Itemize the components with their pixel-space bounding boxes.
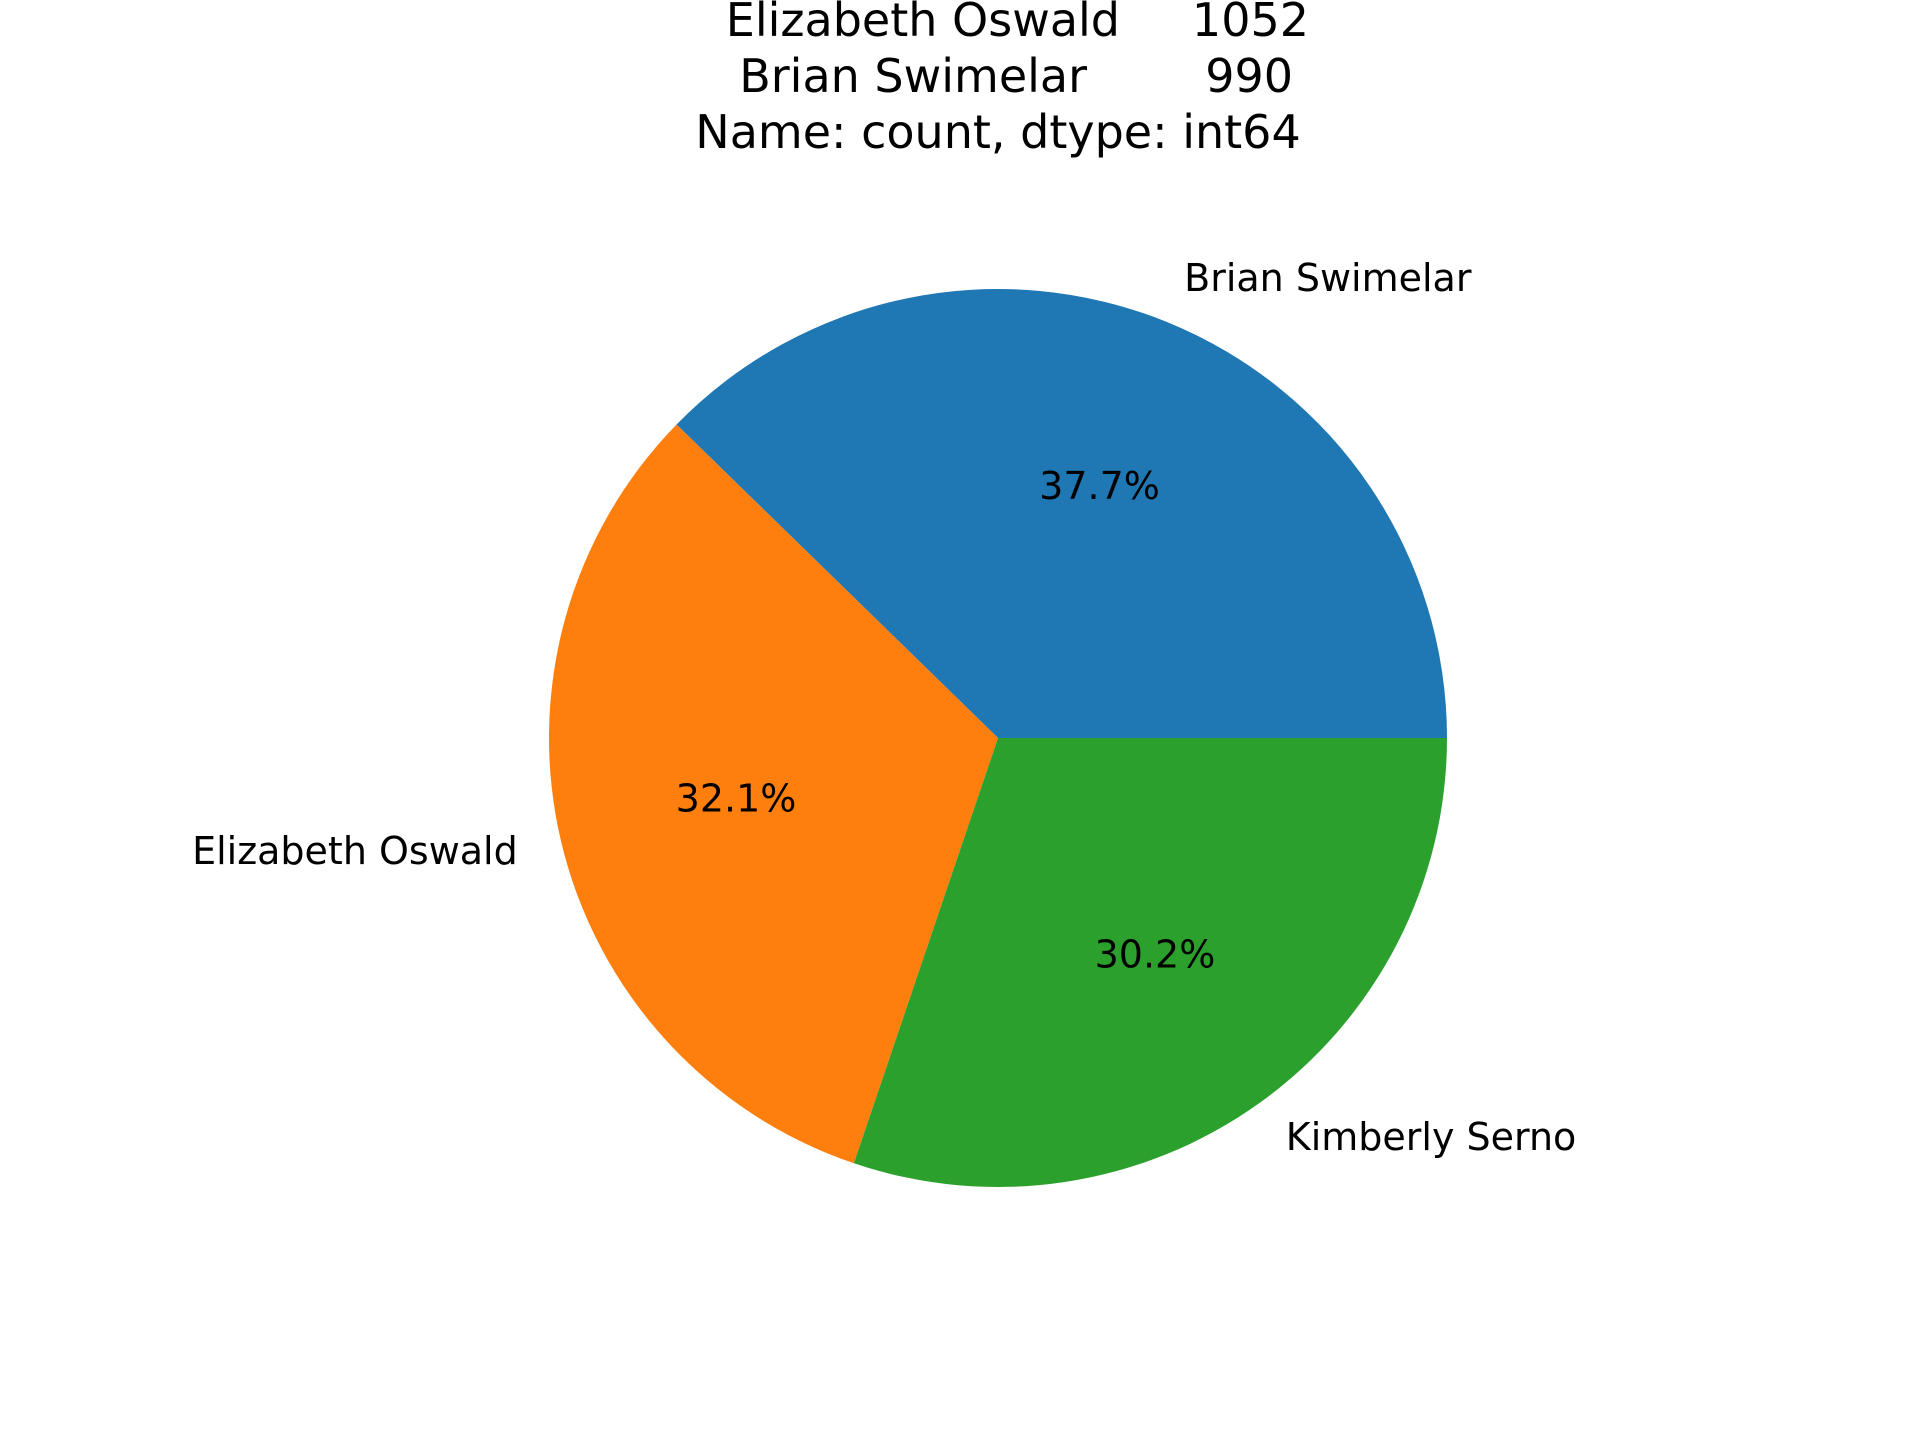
slice-label-elizabeth-oswald: Elizabeth Oswald — [192, 829, 518, 873]
title-line-1-name: Elizabeth Oswald — [726, 0, 1120, 47]
title-line-1-value: 1052 — [1192, 0, 1309, 47]
pie-slices — [548, 288, 1447, 1188]
title-line-2-value: 990 — [1205, 49, 1293, 103]
title-line-3: Name: count, dtype: int64 — [695, 105, 1300, 159]
slice-label-brian-swimelar: Brian Swimelar — [1184, 256, 1472, 300]
pie-labels: Brian Swimelar 37.7% Elizabeth Oswald 32.1%… — [192, 256, 1576, 1159]
slice-percent-elizabeth-oswald: 32.1% — [676, 776, 797, 820]
slice-percent-brian-swimelar: 37.7% — [1039, 464, 1160, 508]
pie-slice-elizabeth-oswald — [548, 424, 998, 1164]
slice-label-kimberly-serno: Kimberly Serno — [1286, 1115, 1577, 1159]
chart-title: Elizabeth Oswald 1052 Brian Swimelar 990… — [695, 0, 1309, 159]
title-line-2-name: Brian Swimelar — [739, 49, 1087, 103]
slice-percent-kimberly-serno: 30.2% — [1095, 932, 1216, 976]
pie-slice-kimberly-serno — [853, 738, 1447, 1188]
pie-slice-brian-swimelar — [676, 288, 1447, 738]
